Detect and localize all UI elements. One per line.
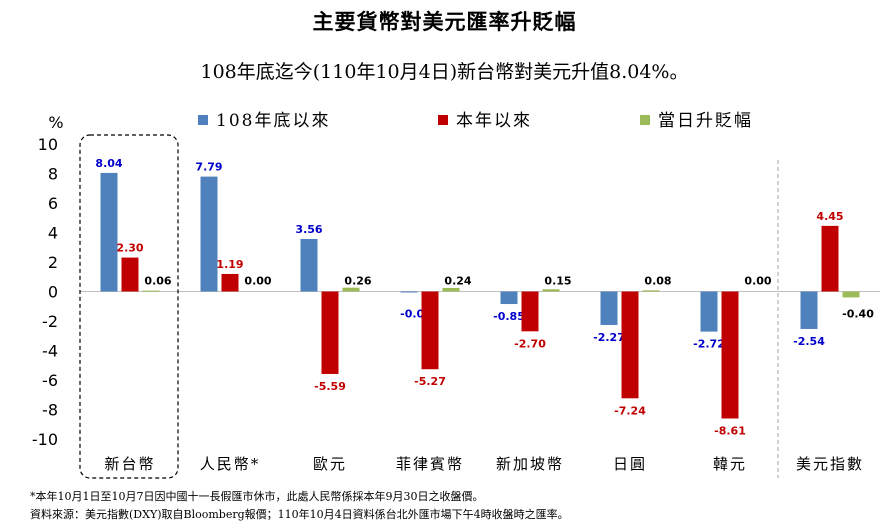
- data-label: 4.45: [816, 210, 843, 223]
- data-label: 0.06: [144, 275, 171, 288]
- data-label: -2.54: [793, 335, 825, 348]
- x-category-label: 新台幣: [104, 455, 155, 473]
- y-tick-label: 2: [48, 253, 58, 272]
- legend-swatch-series-2: [438, 115, 448, 125]
- data-label: -7.24: [614, 404, 646, 417]
- data-label: 0.15: [544, 275, 571, 288]
- x-category-label: 美元指數: [796, 455, 864, 473]
- x-category-label: 人民幣*: [200, 455, 261, 473]
- bar: [721, 291, 739, 419]
- bar: [100, 172, 118, 292]
- y-tick-label: -6: [42, 371, 58, 390]
- data-label: 2.30: [116, 242, 143, 255]
- bar: [200, 176, 218, 292]
- bar: [800, 291, 818, 329]
- bar: [321, 291, 339, 374]
- legend-item-series-1: 108年底以來: [198, 106, 330, 131]
- data-label: -8.61: [714, 424, 746, 437]
- data-label: -2.72: [693, 338, 725, 351]
- legend: 108年底以來 本年以來 當日升貶幅: [0, 106, 889, 131]
- legend-item-series-3: 當日升貶幅: [640, 106, 753, 131]
- bar: [142, 290, 160, 292]
- data-label: -2.27: [593, 331, 625, 344]
- y-tick-label: 0: [48, 283, 58, 302]
- data-label: 1.19: [216, 258, 243, 271]
- footnotes: *本年10月1日至10月7日因中國十一長假匯市休市，此處人民幣係採本年9月30日…: [30, 488, 569, 524]
- data-label: 0.24: [444, 275, 471, 288]
- x-category-label: 菲律賓幣: [396, 455, 464, 473]
- bar: [642, 290, 660, 292]
- bar: [821, 225, 839, 292]
- legend-item-series-2: 本年以來: [438, 106, 532, 131]
- data-label: 0.08: [644, 275, 671, 288]
- y-tick-label: -2: [42, 312, 58, 331]
- bar: [600, 291, 618, 325]
- bar: [342, 287, 360, 292]
- bar: [500, 291, 518, 305]
- y-tick-label: 6: [48, 194, 58, 213]
- data-label: -0.40: [842, 308, 874, 321]
- legend-label-series-1: 108年底以來: [216, 111, 331, 131]
- x-category-label: 歐元: [313, 455, 347, 473]
- legend-label-series-2: 本年以來: [456, 111, 532, 131]
- data-label: -0.85: [493, 310, 525, 323]
- legend-swatch-series-1: [198, 115, 208, 125]
- data-label: 8.04: [95, 157, 122, 170]
- y-tick-label: 10: [38, 135, 58, 154]
- chart-title: 主要貨幣對美元匯率升貶幅: [312, 9, 577, 34]
- bar: [221, 273, 239, 292]
- data-label: 0.00: [744, 275, 771, 288]
- data-label: 0.26: [344, 275, 371, 288]
- x-category-label: 日圓: [613, 455, 647, 473]
- data-label: -2.70: [514, 337, 546, 350]
- bar: [521, 291, 539, 332]
- footnote-source: 資料來源：美元指數(DXY)取自Bloomberg報價；110年10月4日資料係…: [30, 508, 569, 521]
- x-category-label: 新加坡幣: [496, 455, 564, 473]
- bar: [400, 291, 418, 293]
- bar: [442, 287, 460, 292]
- y-tick-label: 8: [48, 165, 58, 184]
- bar: [121, 257, 139, 292]
- bar: [842, 291, 860, 298]
- y-tick-label: -8: [42, 401, 58, 420]
- data-label: -5.27: [414, 375, 446, 388]
- legend-swatch-series-3: [640, 115, 650, 125]
- bar: [300, 238, 318, 292]
- y-axis-unit-label: %: [48, 113, 63, 132]
- y-tick-label: -4: [42, 342, 58, 361]
- data-label: 7.79: [195, 161, 222, 174]
- data-label: 0.00: [244, 275, 271, 288]
- legend-label-series-3: 當日升貶幅: [658, 111, 753, 131]
- data-label: -5.59: [314, 380, 346, 393]
- bar: [421, 291, 439, 370]
- bar: [621, 291, 639, 399]
- y-tick-label: 4: [48, 224, 58, 243]
- bar: [700, 291, 718, 332]
- footnote-holiday: *本年10月1日至10月7日因中國十一長假匯市休市，此處人民幣係採本年9月30日…: [30, 490, 484, 503]
- chart-subtitle: 108年底迄今(110年10月4日)新台幣對美元升值8.04%。: [200, 61, 689, 83]
- bar: [542, 289, 560, 292]
- data-label: 3.56: [295, 223, 322, 236]
- x-category-label: 韓元: [713, 455, 747, 473]
- highlight-box: [79, 134, 179, 479]
- y-tick-label: -10: [32, 430, 58, 449]
